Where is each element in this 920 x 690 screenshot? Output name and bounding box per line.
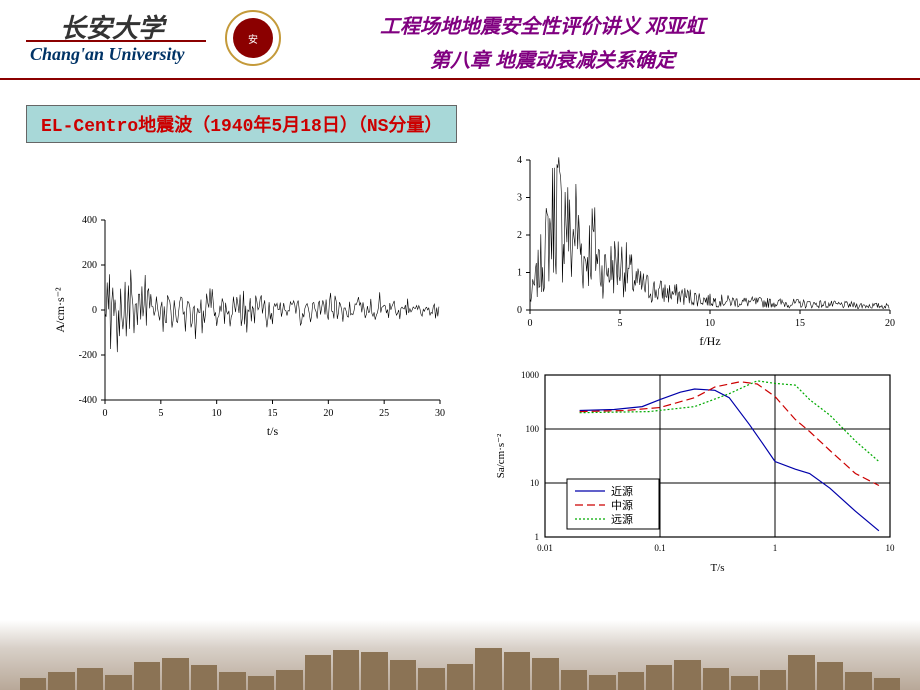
svg-text:30: 30 bbox=[435, 408, 445, 419]
svg-text:t/s: t/s bbox=[267, 424, 279, 438]
svg-text:10: 10 bbox=[530, 478, 540, 488]
svg-text:f/Hz: f/Hz bbox=[699, 334, 720, 348]
subtitle-box: EL-Centro地震波（1940年5月18日）（NS分量） bbox=[26, 105, 457, 143]
svg-text:25: 25 bbox=[379, 408, 389, 419]
svg-text:10: 10 bbox=[212, 408, 222, 419]
svg-text:-200: -200 bbox=[79, 350, 97, 361]
svg-text:5: 5 bbox=[158, 408, 163, 419]
accelerogram-chart: 0 5 10 15 20 25 30 -400 -200 0 200 400 t/s A/cm·s⁻² bbox=[50, 210, 450, 440]
svg-text:15: 15 bbox=[268, 408, 278, 419]
divider-line bbox=[26, 40, 206, 42]
svg-text:0.01: 0.01 bbox=[537, 543, 553, 553]
subtitle-text: EL-Centro地震波（1940年5月18日）（NS分量） bbox=[41, 117, 442, 137]
svg-text:中源: 中源 bbox=[611, 498, 633, 512]
university-name-en: Chang'an University bbox=[30, 44, 185, 65]
svg-text:0: 0 bbox=[92, 305, 97, 316]
chart-container: 051015202530-400-2000200400t/sA/cm·s⁻² 0… bbox=[0, 140, 920, 620]
svg-text:T/s: T/s bbox=[710, 562, 724, 574]
svg-text:近源: 近源 bbox=[611, 484, 633, 498]
university-seal-icon: 安 bbox=[225, 10, 281, 66]
svg-text:-400: -400 bbox=[79, 395, 97, 406]
svg-text:200: 200 bbox=[82, 260, 97, 271]
svg-text:1: 1 bbox=[535, 532, 540, 542]
svg-text:100: 100 bbox=[526, 424, 540, 434]
svg-text:0.1: 0.1 bbox=[654, 543, 665, 553]
svg-text:Sa/cm·s⁻²: Sa/cm·s⁻² bbox=[495, 433, 507, 478]
svg-text:A/cm·s⁻²: A/cm·s⁻² bbox=[53, 287, 67, 333]
svg-text:20: 20 bbox=[885, 318, 895, 329]
chapter-title: 第八章 地震动衰减关系确定 bbox=[430, 44, 675, 73]
svg-text:15: 15 bbox=[795, 318, 805, 329]
course-title: 工程场地地震安全性评价讲义 邓亚虹 bbox=[380, 10, 705, 39]
svg-text:4: 4 bbox=[517, 155, 522, 166]
svg-text:5: 5 bbox=[618, 318, 623, 329]
svg-text:1: 1 bbox=[773, 543, 778, 553]
svg-text:1: 1 bbox=[517, 268, 522, 279]
svg-text:10: 10 bbox=[886, 543, 896, 553]
svg-text:0: 0 bbox=[517, 305, 522, 316]
footer-skyline bbox=[0, 620, 920, 690]
svg-text:0: 0 bbox=[528, 318, 533, 329]
svg-text:1000: 1000 bbox=[521, 370, 540, 380]
svg-text:2: 2 bbox=[517, 230, 522, 241]
svg-text:3: 3 bbox=[517, 193, 522, 204]
response-spectrum-chart: 0.01 0.1 1 10 1 10 100 1000 T/s Sa/cm·s⁻² 近源中源远源 bbox=[490, 365, 900, 575]
fourier-spectrum-chart: 0 5 10 15 20 0 1 2 3 4 f/Hz bbox=[490, 150, 900, 350]
svg-text:400: 400 bbox=[82, 215, 97, 226]
slide-header: 长安大学 Chang'an University 安 工程场地地震安全性评价讲义… bbox=[0, 0, 920, 80]
svg-text:远源: 远源 bbox=[611, 512, 633, 526]
svg-text:20: 20 bbox=[323, 408, 333, 419]
svg-text:0: 0 bbox=[103, 408, 108, 419]
svg-text:10: 10 bbox=[705, 318, 715, 329]
